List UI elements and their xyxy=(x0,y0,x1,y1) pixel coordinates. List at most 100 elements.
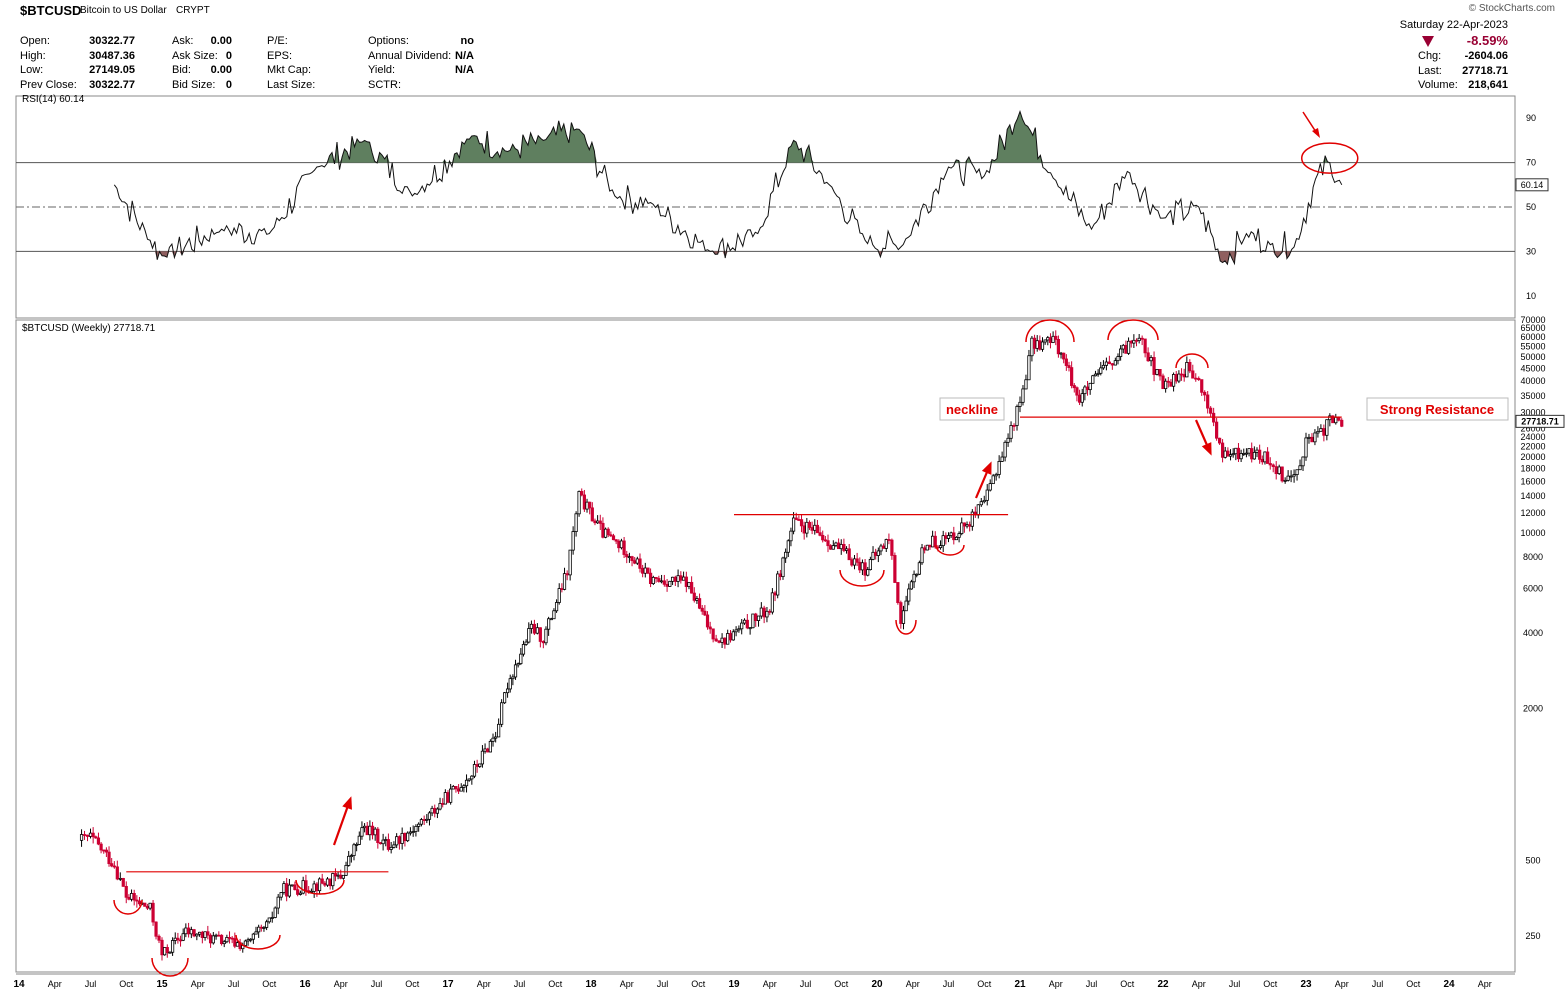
candle xyxy=(1107,355,1111,365)
candle-body xyxy=(1231,453,1235,456)
candle-body xyxy=(494,736,498,739)
candle xyxy=(731,629,735,641)
rsi-oversold-fill xyxy=(114,251,1342,265)
candle xyxy=(622,536,626,559)
candle xyxy=(1070,361,1074,389)
candle-body xyxy=(874,551,878,556)
candle-body xyxy=(200,931,204,938)
candle xyxy=(842,538,846,553)
candle xyxy=(1015,404,1019,431)
candle xyxy=(847,543,851,561)
candle-body xyxy=(985,489,989,501)
candle xyxy=(1099,361,1103,376)
axis-month-label: Jul xyxy=(800,979,812,989)
candle xyxy=(1072,383,1076,393)
candle-body xyxy=(265,921,269,928)
candle-body xyxy=(503,692,507,704)
candle-body xyxy=(483,748,487,752)
candle-body xyxy=(1228,454,1233,457)
candle-body xyxy=(962,522,966,527)
candle-body xyxy=(181,933,185,941)
axis-month-label: Apr xyxy=(906,979,920,989)
candle-body xyxy=(1059,352,1063,355)
candle xyxy=(805,517,809,538)
candle xyxy=(417,822,421,832)
candle-body xyxy=(997,461,1001,475)
candle xyxy=(684,571,688,593)
candle-body xyxy=(560,588,564,590)
candle-body xyxy=(938,545,943,549)
axis-month-label: Jul xyxy=(228,979,240,989)
candle-body xyxy=(1295,469,1299,475)
candle xyxy=(745,613,749,630)
candle-body xyxy=(400,832,404,844)
candle xyxy=(740,619,744,635)
candle-body xyxy=(168,951,172,954)
axis-year-label: 16 xyxy=(299,979,311,990)
candle-body xyxy=(178,939,183,942)
candle xyxy=(679,571,683,584)
candle-body xyxy=(1194,377,1198,380)
candle-body xyxy=(988,483,992,491)
candle-body xyxy=(267,917,271,923)
candle-body xyxy=(1161,375,1165,390)
candle xyxy=(890,538,894,560)
candle-body xyxy=(246,939,250,942)
candle xyxy=(734,626,738,637)
candle-body xyxy=(478,763,482,767)
candle-body xyxy=(320,878,324,884)
candle xyxy=(317,877,322,895)
candle-body xyxy=(574,513,578,532)
candle-body xyxy=(734,629,738,633)
candle xyxy=(952,526,956,545)
candle-body xyxy=(102,849,106,852)
candle-body xyxy=(544,628,548,644)
candle xyxy=(478,763,482,768)
candle xyxy=(726,629,730,645)
candle xyxy=(419,817,424,827)
candle-body xyxy=(197,931,202,935)
candle-body xyxy=(627,556,631,559)
candle-body xyxy=(1289,475,1293,478)
price-tick-label: 30000 xyxy=(1520,408,1545,418)
candle-body xyxy=(425,818,429,821)
candle-body xyxy=(1220,442,1225,458)
candle-body xyxy=(541,641,545,644)
arrow-head xyxy=(342,796,352,810)
candle xyxy=(1134,338,1139,347)
candle-body xyxy=(1032,337,1037,349)
candle-body xyxy=(257,926,261,933)
candle-body xyxy=(552,610,556,620)
quote-label: EPS: xyxy=(267,49,293,62)
candle xyxy=(882,543,886,549)
candle-body xyxy=(554,602,559,612)
candle-body xyxy=(866,569,870,576)
candle-body xyxy=(163,947,167,956)
axis-month-label: Apr xyxy=(1192,979,1206,989)
candle-body xyxy=(614,539,618,542)
candle xyxy=(879,543,883,556)
candle xyxy=(762,605,766,624)
candle-body xyxy=(112,865,116,868)
candle xyxy=(1209,406,1213,417)
candle xyxy=(807,520,812,530)
candle-body xyxy=(500,702,504,725)
candle-body xyxy=(994,474,998,477)
candle-body xyxy=(850,559,854,566)
candle-body xyxy=(593,520,597,524)
axis-month-label: Jul xyxy=(1229,979,1241,989)
candle-body xyxy=(532,623,536,634)
candle-body xyxy=(690,581,694,594)
candle-body xyxy=(643,567,647,574)
candle xyxy=(776,570,780,599)
candle-body xyxy=(1051,335,1055,343)
symbol-title: $BTCUSD xyxy=(20,3,82,18)
candle xyxy=(1239,449,1243,462)
candle xyxy=(1194,373,1198,382)
candle xyxy=(104,847,108,858)
candle xyxy=(646,567,650,575)
candle-body xyxy=(521,644,526,655)
candle xyxy=(768,609,772,616)
candle xyxy=(866,566,870,577)
candle xyxy=(1226,447,1230,457)
